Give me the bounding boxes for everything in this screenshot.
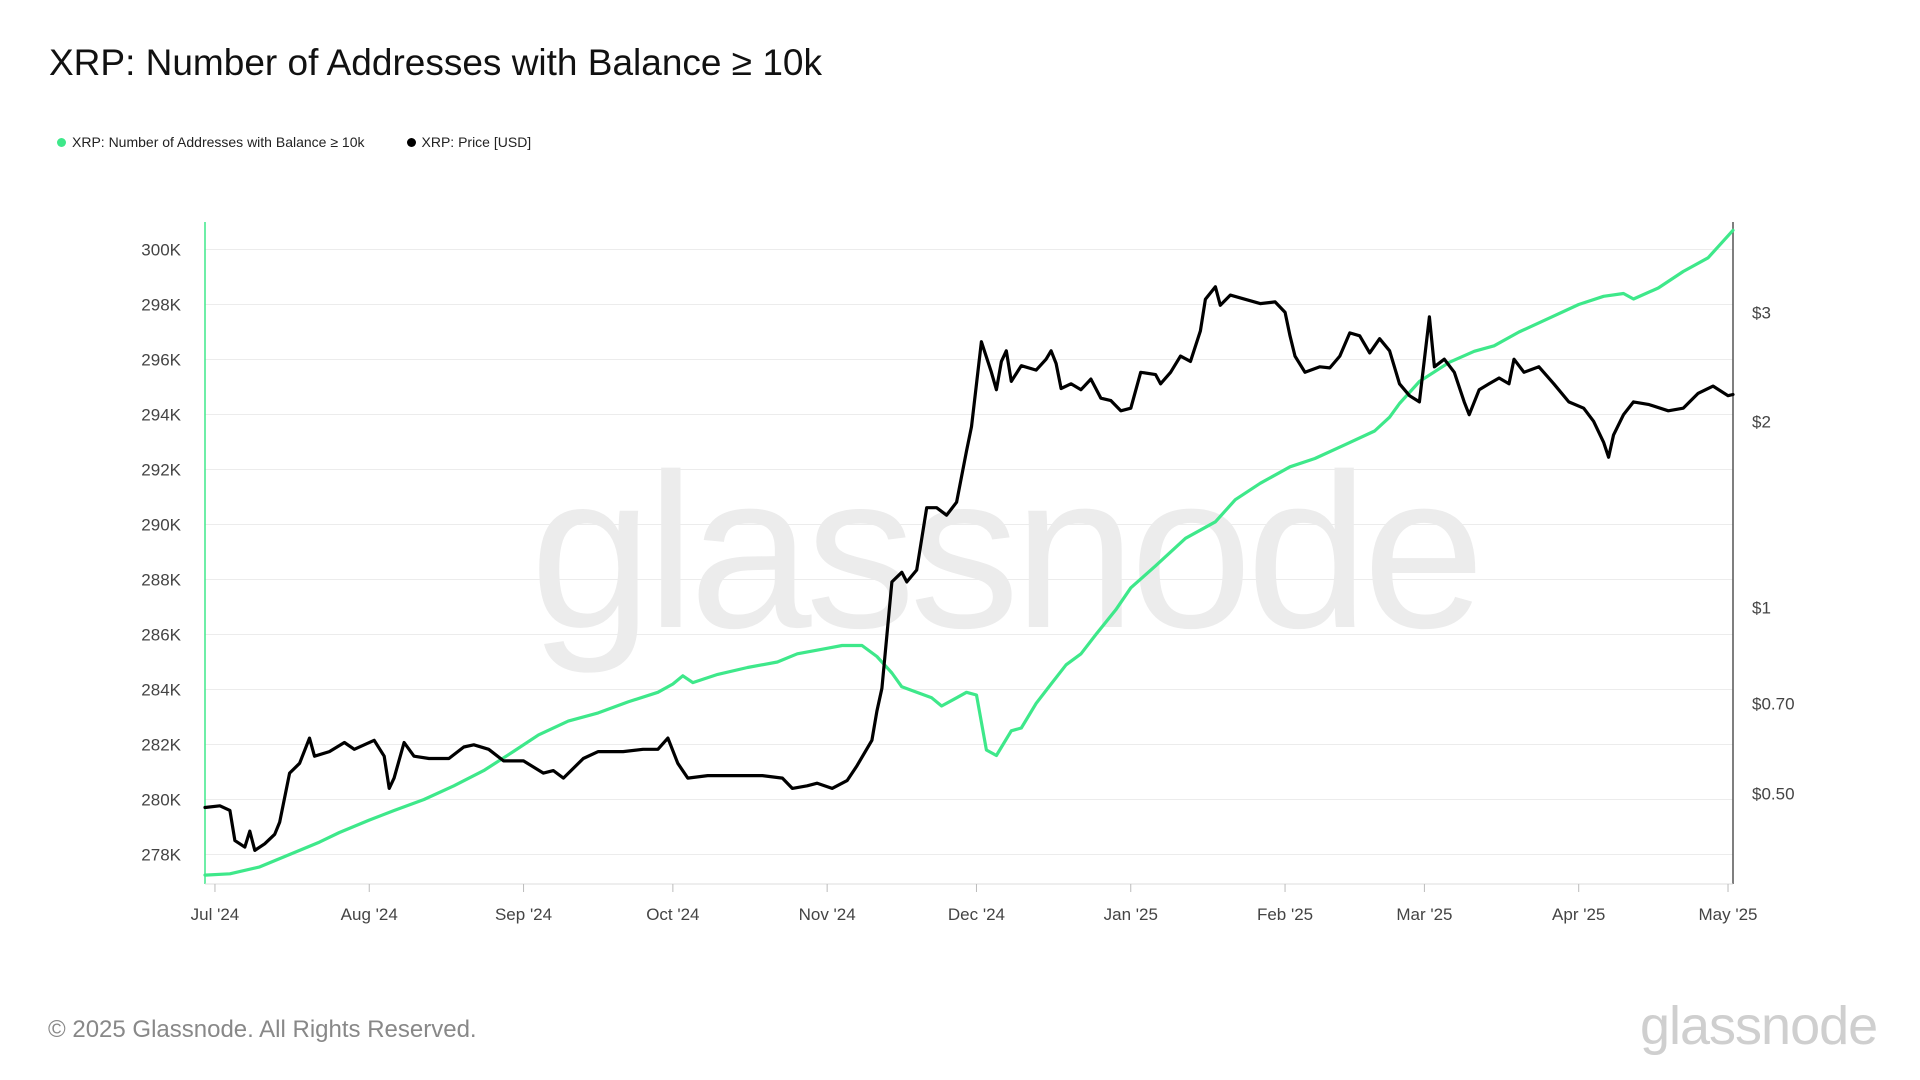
y-left-tick-label: 294K xyxy=(141,406,181,425)
x-tick-label: Sep '24 xyxy=(495,905,552,924)
y-right-tick-label: $1 xyxy=(1752,599,1771,618)
x-tick-label: Nov '24 xyxy=(799,905,856,924)
y-left-tick-label: 280K xyxy=(141,791,181,810)
legend-label-addresses: XRP: Number of Addresses with Balance ≥ … xyxy=(72,134,365,150)
y-left-tick-label: 284K xyxy=(141,681,181,700)
y-left-tick-label: 296K xyxy=(141,351,181,370)
y-left-tick-label: 288K xyxy=(141,571,181,590)
x-tick-label: Mar '25 xyxy=(1396,905,1452,924)
y-right-tick-label: $0.70 xyxy=(1752,694,1795,713)
x-tick-label: May '25 xyxy=(1699,905,1758,924)
glassnode-logo: glassnode xyxy=(1640,996,1878,1056)
chart-legend: XRP: Number of Addresses with Balance ≥ … xyxy=(57,134,573,150)
x-tick-label: Jul '24 xyxy=(191,905,240,924)
series-line-price xyxy=(203,285,1735,852)
chart-title: XRP: Number of Addresses with Balance ≥ … xyxy=(49,42,823,83)
x-tick-label: Aug '24 xyxy=(341,905,398,924)
x-tick-label: Oct '24 xyxy=(646,905,699,924)
legend-dot-addresses xyxy=(57,137,66,147)
series-line-addresses xyxy=(203,228,1735,877)
y-left-tick-label: 298K xyxy=(141,296,181,315)
x-tick-label: Feb '25 xyxy=(1257,905,1313,924)
legend-dot-price xyxy=(406,137,416,147)
y-left-tick-label: 290K xyxy=(141,516,181,535)
legend-item-addresses[interactable]: XRP: Number of Addresses with Balance ≥ … xyxy=(57,134,365,150)
y-right-tick-label: $3 xyxy=(1752,303,1771,322)
y-left-tick-label: 282K xyxy=(141,736,181,755)
y-left-tick-label: 292K xyxy=(141,461,181,480)
y-right-tick-label: $2 xyxy=(1752,412,1771,431)
x-tick-label: Apr '25 xyxy=(1552,905,1605,924)
y-left-tick-label: 286K xyxy=(141,626,181,645)
legend-label-price: XRP: Price [USD] xyxy=(421,134,532,150)
x-tick-label: Jan '25 xyxy=(1104,905,1158,924)
footer-copyright: © 2025 Glassnode. All Rights Reserved. xyxy=(48,1016,477,1043)
legend-item-price[interactable]: XRP: Price [USD] xyxy=(406,134,532,150)
y-left-tick-label: 278K xyxy=(141,846,181,865)
x-tick-label: Dec '24 xyxy=(948,905,1005,924)
y-right-tick-label: $0.50 xyxy=(1752,785,1795,804)
y-left-tick-label: 300K xyxy=(141,241,181,260)
